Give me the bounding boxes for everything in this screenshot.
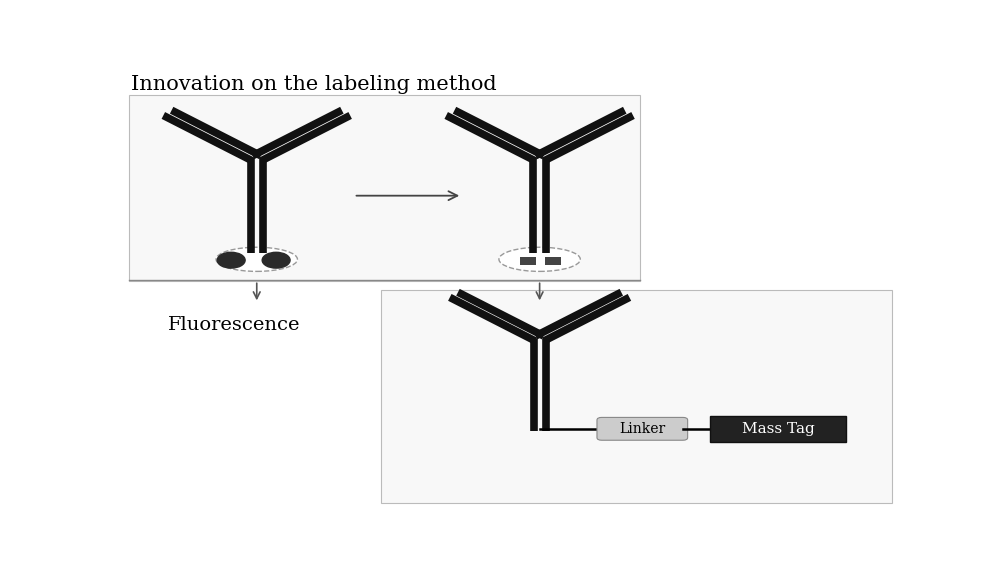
Ellipse shape xyxy=(499,247,580,271)
Ellipse shape xyxy=(216,247,297,271)
FancyBboxPatch shape xyxy=(381,290,892,503)
Text: Fluorescence: Fluorescence xyxy=(168,316,300,335)
FancyBboxPatch shape xyxy=(545,256,561,266)
Text: Innovation on the labeling method: Innovation on the labeling method xyxy=(131,75,497,94)
FancyBboxPatch shape xyxy=(520,256,536,266)
Circle shape xyxy=(262,253,290,268)
Text: Mass Tag: Mass Tag xyxy=(742,422,814,436)
FancyBboxPatch shape xyxy=(710,416,846,442)
FancyBboxPatch shape xyxy=(597,417,688,440)
FancyBboxPatch shape xyxy=(129,95,640,281)
Text: Linker: Linker xyxy=(619,422,665,436)
Circle shape xyxy=(217,253,245,268)
